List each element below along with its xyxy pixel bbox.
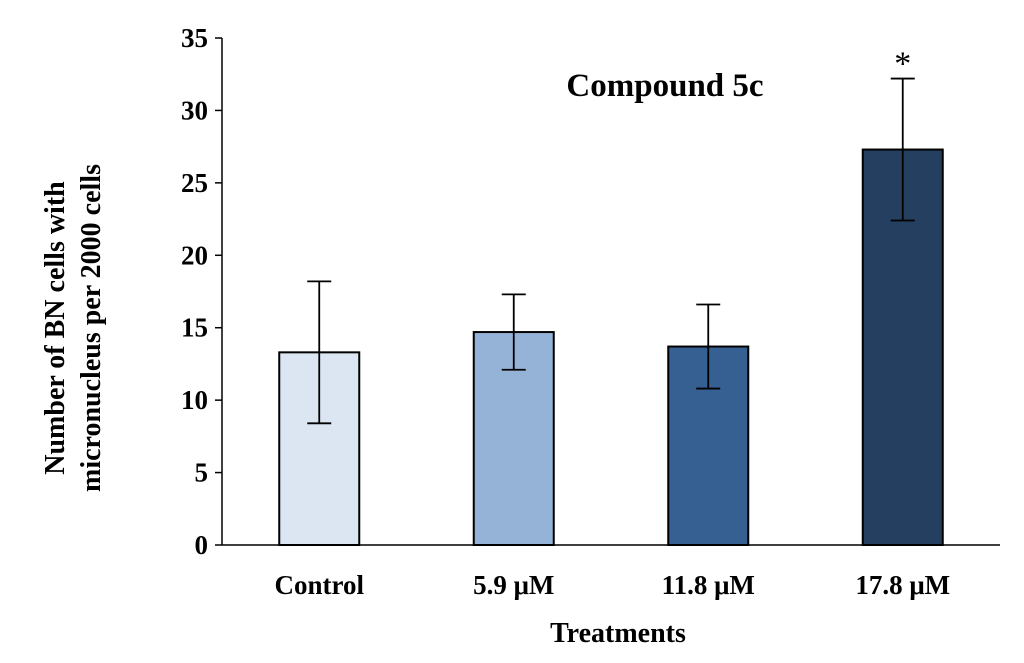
y-tick-label-4: 20 xyxy=(181,240,208,270)
y-tick-label-7: 35 xyxy=(181,23,208,53)
y-tick-label-5: 25 xyxy=(181,168,208,198)
x-tick-label-0: Control xyxy=(274,570,364,600)
x-tick-label-3: 17.8 μM xyxy=(855,570,950,600)
significance-marker-3: * xyxy=(894,46,911,83)
y-tick-label-3: 15 xyxy=(181,313,208,343)
y-tick-label-1: 5 xyxy=(195,458,209,488)
y-axis-title-line-1: Number of BN cells with xyxy=(40,181,71,475)
y-tick-label-6: 30 xyxy=(181,95,208,125)
y-axis-title-line-2: micronucleus per 2000 cells xyxy=(76,164,107,492)
x-tick-label-1: 5.9 μM xyxy=(473,570,554,600)
x-axis-title: Treatments xyxy=(550,618,686,649)
chart-title: Compound 5c xyxy=(566,68,763,104)
x-tick-label-2: 11.8 μM xyxy=(662,570,755,600)
plot-area: 0 5 10 15 20 25 30 35 Control 5.9 μM 11.8 μM * 17.8 … xyxy=(181,23,1000,600)
y-tick-label-2: 10 xyxy=(181,385,208,415)
y-tick-label-0: 0 xyxy=(195,530,209,560)
